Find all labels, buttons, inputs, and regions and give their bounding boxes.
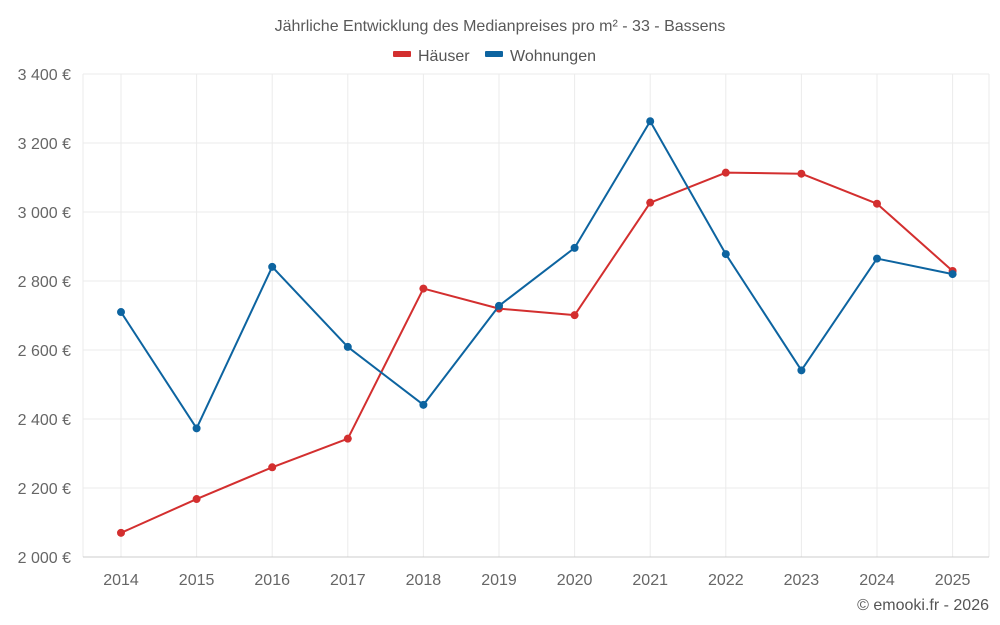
data-point-haeuser[interactable]: [646, 198, 655, 207]
y-tick-label: 2 000 €: [18, 550, 71, 567]
legend-swatch-haeuser: [393, 51, 411, 57]
x-tick-label: 2020: [557, 572, 593, 589]
data-point-wohnungen[interactable]: [268, 262, 277, 271]
data-point-wohnungen[interactable]: [797, 366, 806, 375]
x-tick-label: 2014: [103, 572, 139, 589]
y-axis: 2 000 € 2 200 € 2 400 € 2 600 € 2 800 € 3 000…: [18, 67, 71, 567]
series-layer: [117, 117, 957, 537]
x-tick-label: 2018: [406, 572, 442, 589]
x-tick-label: 2017: [330, 572, 366, 589]
x-tick-label: 2016: [254, 572, 290, 589]
data-point-haeuser[interactable]: [268, 463, 277, 472]
series-wohnungen: [117, 117, 957, 433]
legend-label-haeuser: Häuser: [418, 48, 470, 65]
grid: [82, 73, 990, 557]
data-point-haeuser[interactable]: [192, 495, 201, 504]
series-haeuser: [117, 168, 957, 537]
legend: Häuser Wohnungen: [393, 48, 596, 65]
x-tick-label: 2019: [481, 572, 517, 589]
data-point-haeuser[interactable]: [721, 168, 730, 177]
data-point-haeuser[interactable]: [117, 528, 125, 537]
data-point-wohnungen[interactable]: [873, 254, 881, 263]
y-tick-label: 2 400 €: [18, 412, 71, 429]
x-tick-label: 2022: [708, 572, 744, 589]
legend-label-wohnungen: Wohnungen: [510, 48, 596, 65]
legend-swatch-wohnungen: [485, 51, 503, 57]
x-axis: 2014 2015 2016 2017 2018 2019 2020 2021 2022 2023…: [83, 556, 989, 589]
chart-title: Jährliche Entwicklung des Medianpreises …: [275, 18, 726, 35]
x-tick-label: 2024: [859, 572, 895, 589]
data-point-wohnungen[interactable]: [343, 342, 352, 351]
x-tick-label: 2025: [935, 572, 971, 589]
data-point-wohnungen[interactable]: [570, 243, 579, 252]
y-tick-label: 3 400 €: [18, 67, 71, 84]
series-line-wohnungen: [120, 120, 954, 430]
y-tick-label: 3 200 €: [18, 136, 71, 153]
data-point-wohnungen[interactable]: [721, 250, 730, 259]
x-tick-label: 2023: [784, 572, 820, 589]
credit-text: © emooki.fr - 2026: [857, 597, 989, 614]
data-point-wohnungen[interactable]: [948, 270, 957, 279]
y-tick-label: 2 600 €: [18, 343, 71, 360]
y-tick-label: 2 800 €: [18, 274, 71, 291]
data-point-wohnungen[interactable]: [192, 424, 201, 433]
data-point-wohnungen[interactable]: [117, 308, 125, 317]
data-point-haeuser[interactable]: [873, 199, 881, 208]
data-point-wohnungen[interactable]: [495, 301, 503, 310]
y-tick-label: 2 200 €: [18, 481, 71, 498]
data-point-haeuser[interactable]: [570, 311, 579, 320]
data-point-wohnungen[interactable]: [646, 117, 655, 126]
series-line-haeuser: [120, 171, 954, 534]
x-tick-label: 2021: [632, 572, 668, 589]
data-point-haeuser[interactable]: [797, 169, 806, 178]
data-point-wohnungen[interactable]: [419, 400, 428, 409]
data-point-haeuser[interactable]: [419, 284, 428, 293]
x-tick-label: 2015: [179, 572, 215, 589]
y-tick-label: 3 000 €: [18, 205, 71, 222]
data-point-haeuser[interactable]: [343, 434, 352, 443]
